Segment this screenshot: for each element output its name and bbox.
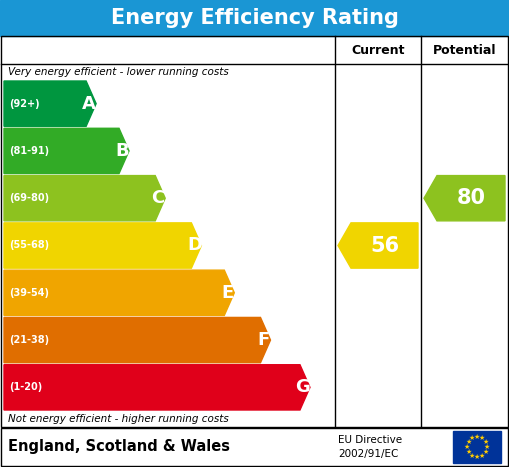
Text: F: F	[258, 331, 270, 349]
Text: ★: ★	[479, 435, 485, 441]
Text: ★: ★	[469, 435, 475, 441]
Polygon shape	[4, 318, 270, 363]
Text: 80: 80	[457, 188, 486, 208]
Text: (55-68): (55-68)	[9, 241, 49, 250]
Text: B: B	[115, 142, 129, 160]
Text: Not energy efficient - higher running costs: Not energy efficient - higher running co…	[8, 414, 229, 424]
Text: G: G	[296, 378, 310, 396]
Polygon shape	[4, 81, 96, 126]
Text: England, Scotland & Wales: England, Scotland & Wales	[8, 439, 230, 454]
Text: Energy Efficiency Rating: Energy Efficiency Rating	[110, 8, 399, 28]
Text: 56: 56	[370, 235, 399, 255]
Text: ★: ★	[465, 449, 471, 455]
Text: EU Directive
2002/91/EC: EU Directive 2002/91/EC	[338, 435, 402, 459]
Polygon shape	[4, 270, 234, 315]
Text: (69-80): (69-80)	[9, 193, 49, 203]
Bar	[1, 428, 508, 466]
Text: (92+): (92+)	[9, 99, 40, 109]
Polygon shape	[4, 223, 202, 268]
Text: C: C	[152, 189, 165, 207]
Text: ★: ★	[474, 454, 480, 460]
Polygon shape	[4, 365, 310, 410]
Bar	[0, 427, 509, 467]
Text: Very energy efficient - lower running costs: Very energy efficient - lower running co…	[8, 67, 229, 77]
Polygon shape	[338, 223, 418, 268]
Bar	[0, 0, 509, 36]
Text: Current: Current	[351, 43, 405, 57]
Text: ★: ★	[483, 449, 489, 455]
Bar	[1, 36, 508, 427]
Text: ★: ★	[469, 453, 475, 459]
Text: ★: ★	[465, 439, 471, 445]
Text: (1-20): (1-20)	[9, 382, 42, 392]
Polygon shape	[4, 176, 165, 221]
Text: ★: ★	[464, 444, 470, 450]
Text: (39-54): (39-54)	[9, 288, 49, 298]
Text: ★: ★	[479, 453, 485, 459]
Text: (21-38): (21-38)	[9, 335, 49, 345]
Text: A: A	[82, 95, 96, 113]
Polygon shape	[424, 176, 505, 221]
Text: ★: ★	[474, 434, 480, 440]
Text: ★: ★	[483, 439, 489, 445]
Polygon shape	[4, 128, 129, 174]
Text: D: D	[187, 236, 202, 255]
Text: Potential: Potential	[433, 43, 497, 57]
Text: (81-91): (81-91)	[9, 146, 49, 156]
Text: E: E	[221, 284, 234, 302]
Text: ★: ★	[484, 444, 490, 450]
Bar	[453, 431, 501, 463]
